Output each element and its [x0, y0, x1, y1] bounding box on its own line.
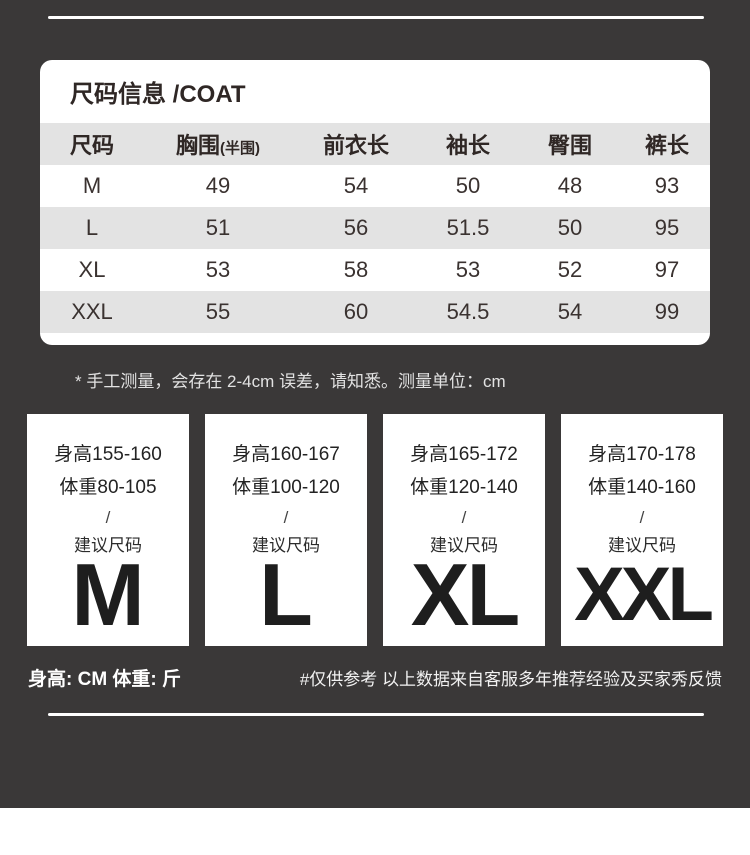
table-cell: 99 [654, 299, 680, 324]
fit-divider: / [639, 508, 645, 527]
table-cell: 50 [557, 215, 583, 240]
fit-suggest-label: 建议尺码 [608, 536, 676, 555]
bottom-white-strip [0, 808, 750, 855]
table-cell: 51 [205, 215, 231, 240]
size-table: 尺码 胸围(半围) 前衣长 袖长 臀围 裤长 M 49 54 50 48 93 [40, 123, 710, 333]
fit-weight-range: 体重100-120 [232, 477, 340, 498]
size-table-row-xl: XL 53 58 53 52 97 [40, 249, 710, 291]
size-table-row-xxl: XXL 55 60 54.5 54 99 [40, 291, 710, 333]
size-table-row-m: M 49 54 50 48 93 [40, 165, 710, 207]
product-size-section: 尺码信息 /COAT 尺码 胸围(半围) 前衣长 袖长 臀围 裤长 M [0, 0, 750, 808]
table-cell: 53 [205, 257, 231, 282]
table-cell: 93 [654, 173, 680, 198]
table-cell: 55 [205, 299, 231, 324]
size-table-title: 尺码信息 /COAT [70, 81, 246, 108]
column-header-sleeve: 袖长 [445, 133, 490, 158]
top-divider [48, 16, 704, 19]
table-cell: 49 [205, 173, 231, 198]
table-cell: 53 [455, 257, 481, 282]
fit-cards-row: 身高155-160 体重80-105 / 建议尺码 M 身高160-167 体重… [27, 414, 723, 646]
fit-divider: / [283, 508, 289, 527]
table-cell: 97 [654, 257, 680, 282]
table-cell: 95 [654, 215, 680, 240]
column-header-front-length: 前衣长 [322, 133, 389, 158]
table-cell: 54 [557, 299, 583, 324]
fit-suggest-label: 建议尺码 [252, 536, 320, 555]
table-cell: 52 [557, 257, 583, 282]
table-cell: XXL [71, 299, 113, 324]
column-header-hip: 臀围 [547, 133, 592, 158]
fit-height-range: 身高165-172 [410, 444, 518, 465]
fit-card-l: 身高160-167 体重100-120 / 建议尺码 L [205, 414, 367, 646]
table-cell: 48 [557, 173, 583, 198]
table-cell: XL [78, 257, 106, 282]
fit-weight-range: 体重140-160 [588, 477, 696, 498]
footer-units-label: 身高: CM 体重: 斤 [28, 669, 182, 690]
fit-height-range: 身高170-178 [588, 444, 696, 465]
column-header-pants-length: 裤长 [644, 133, 689, 158]
size-table-card: 尺码信息 /COAT 尺码 胸围(半围) 前衣长 袖长 臀围 裤长 M [40, 60, 710, 345]
table-cell: L [85, 215, 99, 240]
fit-size-value: L [259, 545, 313, 644]
fit-card-xxl: 身高170-178 体重140-160 / 建议尺码 XXL [561, 414, 723, 646]
fit-size-value: M [71, 545, 145, 644]
fit-height-range: 身高155-160 [54, 444, 162, 465]
measurement-note: * 手工测量，会存在 2-4cm 误差，请知悉。测量单位：cm [75, 372, 506, 391]
fit-size-value: XL [410, 545, 520, 644]
footer-disclaimer: #仅供参考 以上数据来自客服多年推荐经验及买家秀反馈 [299, 670, 722, 689]
table-cell: 54.5 [446, 299, 490, 324]
fit-card-m: 身高155-160 体重80-105 / 建议尺码 M [27, 414, 189, 646]
column-header-chest: 胸围(半围) [175, 133, 260, 158]
fit-weight-range: 体重80-105 [59, 477, 157, 498]
size-table-row-l: L 51 56 51.5 50 95 [40, 207, 710, 249]
fit-size-value: XXL [574, 552, 714, 637]
table-cell: 51.5 [446, 215, 490, 240]
fit-weight-range: 体重120-140 [410, 477, 518, 498]
table-cell: 50 [455, 173, 481, 198]
fit-divider: / [105, 508, 111, 527]
fit-divider: / [461, 508, 467, 527]
fit-suggest-label: 建议尺码 [430, 536, 498, 555]
fit-suggest-label: 建议尺码 [74, 536, 142, 555]
footer-row: 身高: CM 体重: 斤 #仅供参考 以上数据来自客服多年推荐经验及买家秀反馈 [28, 664, 722, 691]
table-cell: 54 [343, 173, 369, 198]
fit-height-range: 身高160-167 [232, 444, 340, 465]
table-cell: 60 [343, 299, 369, 324]
fit-card-xl: 身高165-172 体重120-140 / 建议尺码 XL [383, 414, 545, 646]
table-cell: 58 [343, 257, 369, 282]
bottom-divider [48, 713, 704, 716]
size-table-header-row: 尺码 胸围(半围) 前衣长 袖长 臀围 裤长 [40, 123, 710, 165]
table-cell: M [82, 173, 102, 198]
column-header-size: 尺码 [69, 133, 114, 158]
table-cell: 56 [343, 215, 369, 240]
